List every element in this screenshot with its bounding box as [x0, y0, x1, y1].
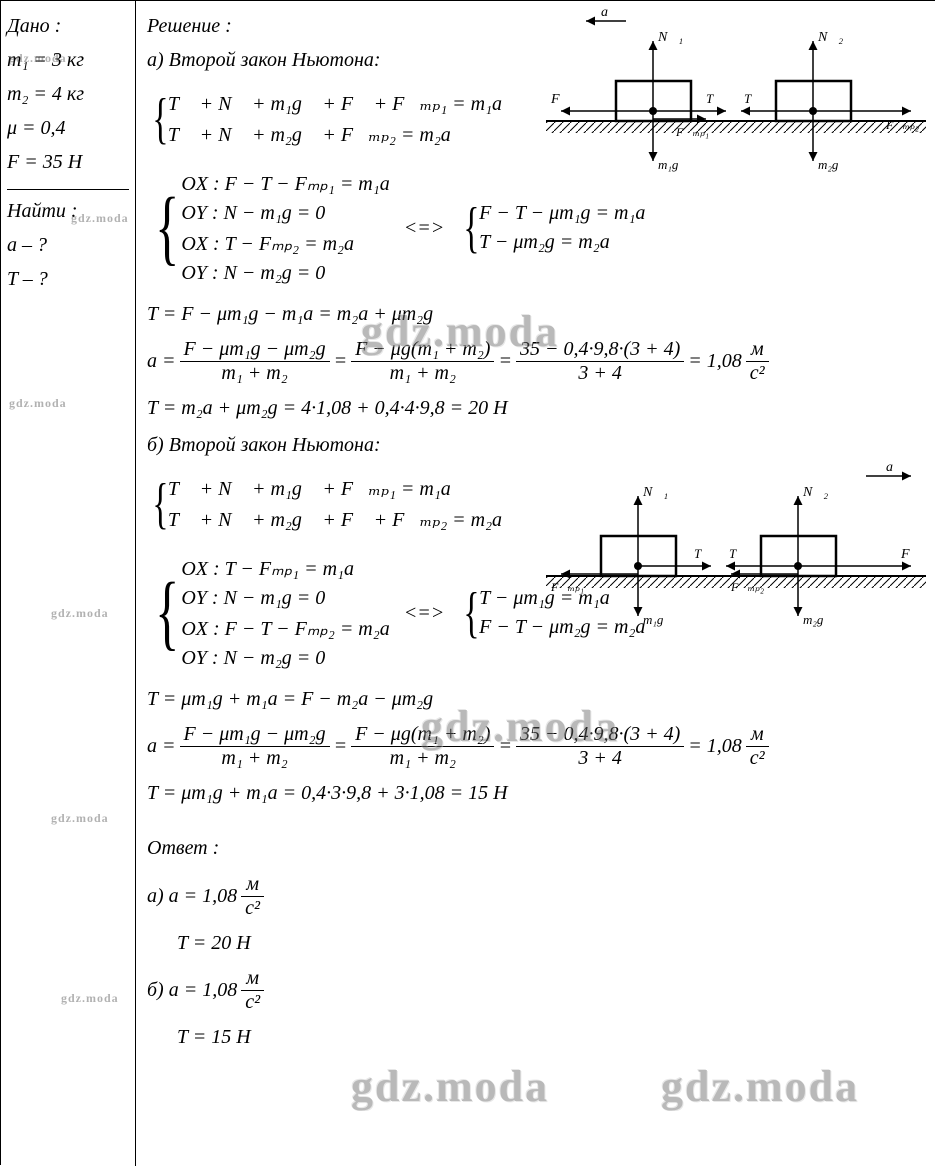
partB-arrow: <=> [404, 602, 445, 625]
svg-text:F⃗ₘₚ₁: F⃗ₘₚ₁ [550, 580, 584, 594]
find-block: Найти : a – ? T – ? [7, 198, 129, 292]
answer-a-T: T = 20 Н [147, 932, 930, 955]
given-F: F = 35 Н [7, 149, 129, 175]
partA-arrow: <=> [404, 217, 445, 240]
diagram-a-svg: a⃗ N⃗₁ N⃗₂ F⃗ T⃗ T⃗ F⃗ₘₚ₁ F⃗ₘₚ₂ [546, 11, 926, 181]
svg-text:F⃗: F⃗ [550, 92, 570, 107]
partB-a-eq: a = F − μm₁g − μm₂g m₁ + m₂ = F − μg(m₁ … [147, 723, 930, 770]
svg-text:T⃗: T⃗ [694, 546, 711, 561]
a-lhs: a = [147, 735, 176, 758]
partB-sys2-ox1: OX : T − Fₘₚ₁ = m₁a [181, 556, 389, 581]
partA-sys2-oy2: OY : N − m₂g = 0 [181, 262, 389, 285]
svg-text:T⃗: T⃗ [706, 91, 723, 106]
watermark: gdz.moda [661, 1061, 859, 1112]
partB-T-eq: T = μm₁g + m₁a = F − m₂a − μm₂g [147, 688, 930, 711]
partA-sys3-line2: T − μm₂g = m₂a [479, 231, 645, 254]
partA-sys2-ox2: OX : T − Fₘₚ₂ = m₂a [181, 231, 389, 256]
svg-text:N⃗₁: N⃗₁ [657, 30, 683, 45]
answer-a-a: а) a = 1,08 м с² [147, 873, 930, 920]
partB-sys1-line1: T⃗ + N⃗ + m₁g⃗ + F⃗ₘₚ₁ = m₁a⃗ [168, 476, 518, 501]
partA-T-eq: T = F − μm₁g − m₁a = m₂a + μm₂g [147, 303, 930, 326]
svg-text:m₂g⃗: m₂g⃗ [803, 612, 834, 627]
partA-a-eq: a = F − μm₁g − μm₂g m₁ + m₂ = F − μg(m₁ … [147, 338, 930, 385]
partA-T-calc: T = m₂a + μm₂g = 4·1,08 + 0,4·4·9,8 = 20… [147, 397, 930, 420]
partB-T-calc: T = μm₁g + m₁a = 0,4·3·9,8 + 3·1,08 = 15… [147, 782, 930, 805]
a-frac2: F − μg(m₁ + m₂) m₁ + m₂ [351, 723, 494, 770]
partB-sys2-oy2: OY : N − m₂g = 0 [181, 647, 389, 670]
given-find-column: Дано : m₁ = 3 кг m₂ = 4 кг μ = 0,4 F = 3… [1, 1, 136, 1166]
answer-b-a: б) a = 1,08 м с² [147, 967, 930, 1014]
watermark: gdz.moda [351, 1061, 549, 1112]
svg-text:m₁g⃗: m₁g⃗ [658, 157, 689, 172]
a-result: = 1,08 [688, 735, 742, 758]
given-m1: m₁ = 3 кг [7, 47, 129, 73]
a-frac3: 35 − 0,4·9,8·(3 + 4) 3 + 4 [516, 338, 684, 385]
given-mu: μ = 0,4 [7, 115, 129, 141]
partB-sys2-oy1: OY : N − m₁g = 0 [181, 587, 389, 610]
a-frac1: F − μm₁g − μm₂g m₁ + m₂ [180, 723, 330, 770]
svg-text:a⃗: a⃗ [601, 5, 619, 20]
svg-text:T⃗: T⃗ [729, 546, 746, 561]
a-frac2: F − μg(m₁ + m₂) m₁ + m₂ [351, 338, 494, 385]
partA-sys1-line1: T⃗ + N⃗ + m₁g⃗ + F⃗ + F⃗ₘₚ₁ = m₁a⃗ [168, 91, 518, 116]
svg-text:m₁g⃗: m₁g⃗ [643, 612, 674, 627]
svg-text:F⃗ₘₚ₂: F⃗ₘₚ₂ [885, 118, 919, 132]
svg-text:N⃗₁: N⃗₁ [642, 485, 668, 500]
a-result: = 1,08 [688, 350, 742, 373]
a-frac1: F − μm₁g − μm₂g m₁ + m₂ [180, 338, 330, 385]
partA-sys2-ox1: OX : F − T − Fₘₚ₁ = m₁a [181, 171, 389, 196]
partA-sys3-line1: F − T − μm₁g = m₁a [479, 202, 645, 225]
find-T: T – ? [7, 266, 129, 292]
a-unit: м с² [746, 723, 769, 770]
svg-text:F⃗ₘₚ₁: F⃗ₘₚ₁ [675, 125, 709, 139]
a-lhs: a = [147, 350, 176, 373]
partA-system2: { OX : F − T − Fₘₚ₁ = m₁a OY : N − m₁g =… [147, 165, 930, 291]
diagram-b-svg: a⃗ N⃗₁ N⃗₂ T⃗ T⃗ F⃗ F⃗ₘₚ₁ F⃗ₘₚ₂ [546, 466, 926, 636]
physics-solution-page: Дано : m₁ = 3 кг m₂ = 4 кг μ = 0,4 F = 3… [0, 0, 935, 1165]
svg-text:T⃗: T⃗ [744, 91, 761, 106]
svg-text:F⃗ₘₚ₂: F⃗ₘₚ₂ [730, 580, 764, 594]
find-title: Найти : [7, 198, 129, 224]
partB-sys2-ox2: OX : F − T − Fₘₚ₂ = m₂a [181, 616, 389, 641]
partA-sys2-oy1: OY : N − m₁g = 0 [181, 202, 389, 225]
svg-text:F⃗: F⃗ [900, 547, 920, 562]
free-body-diagram-a: a⃗ N⃗₁ N⃗₂ F⃗ T⃗ T⃗ F⃗ₘₚ₁ F⃗ₘₚ₂ [546, 11, 926, 181]
answer-b-T: T = 15 Н [147, 1026, 930, 1049]
given-title: Дано : [7, 13, 129, 39]
free-body-diagram-b: a⃗ N⃗₁ N⃗₂ T⃗ T⃗ F⃗ F⃗ₘₚ₁ F⃗ₘₚ₂ [546, 466, 926, 636]
partB-sys1-line2: T⃗ + N⃗ + m₂g⃗ + F⃗ + F⃗ₘₚ₂ = m₂a⃗ [168, 507, 518, 532]
a-unit: м с² [746, 338, 769, 385]
partA-sys1-line2: T⃗ + N⃗ + m₂g⃗ + F⃗ₘₚ₂ = m₂a⃗ [168, 122, 518, 147]
ans-unit: м с² [241, 967, 264, 1014]
ans-unit: м с² [241, 873, 264, 920]
find-a: a – ? [7, 232, 129, 258]
answer-title: Ответ : [147, 835, 930, 861]
svg-text:N⃗₂: N⃗₂ [817, 30, 843, 45]
partB-heading: б) Второй закон Ньютона: [147, 432, 930, 458]
given-block: Дано : m₁ = 3 кг m₂ = 4 кг μ = 0,4 F = 3… [7, 13, 129, 190]
solution-column: Решение : а) Второй закон Ньютона: { T⃗ … [137, 1, 936, 1065]
a-frac3: 35 − 0,4·9,8·(3 + 4) 3 + 4 [516, 723, 684, 770]
svg-text:m₂g⃗: m₂g⃗ [818, 157, 849, 172]
given-m2: m₂ = 4 кг [7, 81, 129, 107]
svg-text:a⃗: a⃗ [886, 460, 904, 475]
svg-text:N⃗₂: N⃗₂ [802, 485, 828, 500]
